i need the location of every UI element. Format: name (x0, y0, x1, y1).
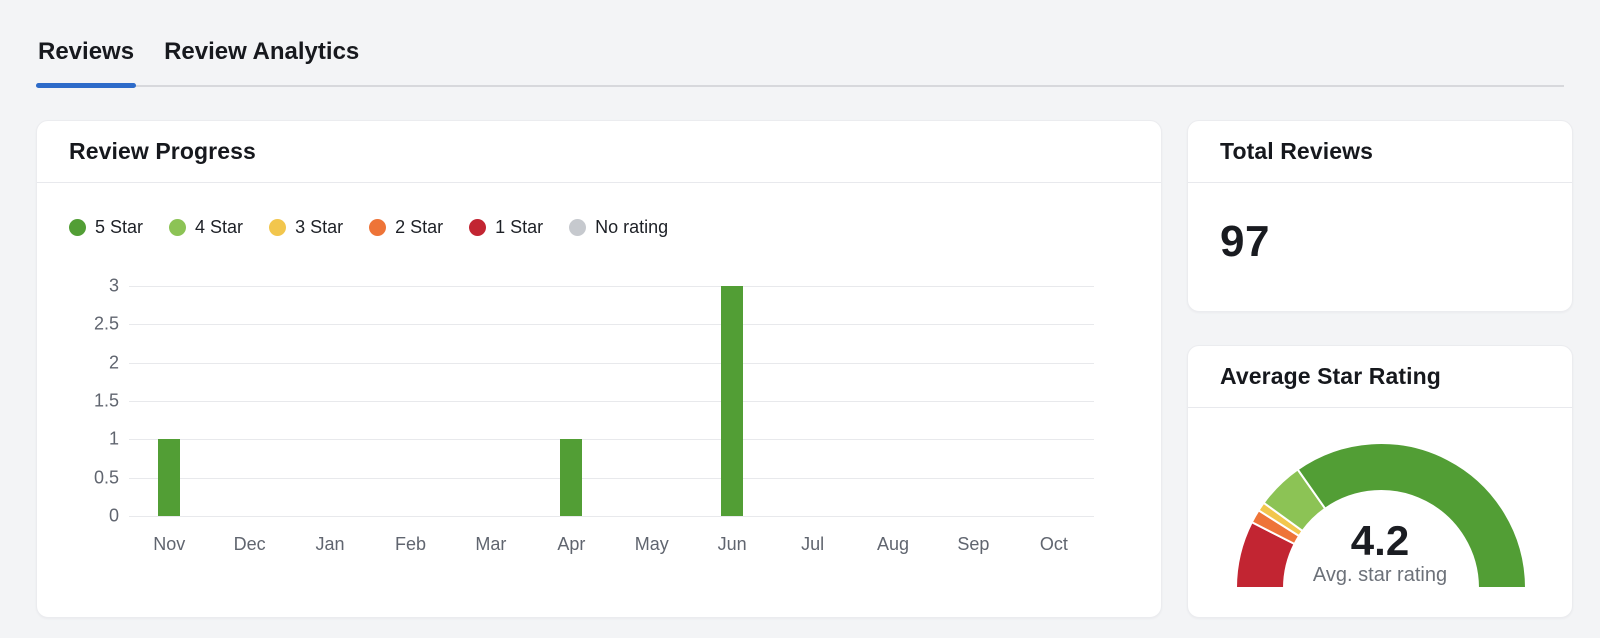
y-axis-labels: 0 0.5 1 1.5 2 2.5 3 (65, 276, 119, 526)
chart-slot (853, 286, 933, 516)
legend-dot-icon (69, 219, 86, 236)
gridline (129, 516, 1094, 517)
chart-slots (129, 286, 1094, 516)
bar-chart-plot (129, 286, 1094, 517)
legend-label: 5 Star (95, 217, 144, 237)
x-tick-label: May (634, 534, 669, 554)
bar-apr-5-star[interactable] (560, 439, 583, 516)
chart-slot (1014, 286, 1094, 516)
chart-slot (370, 286, 450, 516)
legend-label: 4 Star (195, 217, 244, 237)
chart-slot (612, 286, 692, 516)
x-tick-label: Aug (876, 534, 910, 554)
bar-jun-5-star[interactable] (721, 286, 744, 516)
x-tick-label: Jun (717, 534, 747, 554)
average-star-rating-card: Average Star Rating 4.2 Avg. star rating (1187, 345, 1573, 618)
y-tick-label: 2.5 (93, 313, 119, 334)
x-tick-label: Oct (1039, 534, 1068, 554)
gridline (129, 439, 1094, 441)
gridline (129, 324, 1094, 326)
x-tick-label: Jul (801, 534, 825, 554)
chart-slot (290, 286, 370, 516)
legend-dot-icon (269, 219, 287, 236)
bar-nov-5-star[interactable] (158, 439, 181, 516)
gridline (129, 477, 1094, 479)
x-tick-label: Nov (153, 534, 186, 554)
legend-dot-icon (369, 219, 387, 236)
y-tick-label: 2 (108, 352, 119, 373)
y-tick-label: 1 (108, 428, 119, 449)
total-reviews-card: Total Reviews 97 (1187, 120, 1573, 312)
legend-dot-icon (169, 219, 187, 236)
x-tick-label: Sep (957, 534, 990, 554)
x-tick-label: Dec (233, 534, 266, 554)
tab-review-analytics[interactable]: Review Analytics (164, 38, 360, 65)
average-star-rating-title: Average Star Rating (1220, 363, 1441, 389)
review-progress-title: Review Progress (69, 138, 256, 164)
legend-item: 3 Star (269, 217, 343, 238)
total-reviews-value: 97 (1220, 217, 1270, 266)
legend-label: 3 Star (295, 217, 344, 237)
total-reviews-title: Total Reviews (1220, 138, 1373, 164)
chart-slot (933, 286, 1013, 516)
legend-label: No rating (595, 217, 669, 237)
x-tick-label: Apr (557, 534, 586, 554)
y-tick-label: 1.5 (93, 390, 119, 411)
x-tick-label: Jan (315, 534, 345, 554)
tab-bar: Reviews Review Analytics (36, 38, 1564, 88)
gridline (129, 362, 1094, 364)
average-rating-caption: Avg. star rating (1312, 564, 1448, 586)
x-axis-labels: Nov Dec Jan Feb Mar Apr May Jun Jul Aug Sep Oct (129, 534, 1094, 555)
x-tick-label: Feb (394, 534, 426, 554)
gauge-segment-5-star[interactable] (1296, 441, 1528, 589)
chart-slot (451, 286, 531, 516)
review-progress-card: Review Progress 5 Star 4 Star 3 Star 2 Star… (36, 120, 1162, 618)
legend-item: 5 Star (69, 217, 143, 238)
legend-dot-icon (569, 219, 587, 236)
y-tick-label: 0 (108, 505, 119, 526)
chart-slot (772, 286, 852, 516)
chart-slot (209, 286, 289, 516)
average-star-rating-header: Average Star Rating (1188, 346, 1572, 408)
y-tick-label: 0.5 (93, 467, 119, 488)
average-rating-value: 4.2 (1350, 517, 1410, 564)
gridline (129, 286, 1094, 287)
chart-slot (531, 286, 611, 516)
legend-dot-icon (469, 219, 487, 236)
rating-gauge (1231, 438, 1531, 598)
rating-gauge-arc (1234, 441, 1528, 589)
legend-item: 4 Star (169, 217, 243, 238)
legend-item: No rating (569, 217, 668, 238)
chart-legend: 5 Star 4 Star 3 Star 2 Star 1 Star No rating (69, 217, 668, 238)
total-reviews-header: Total Reviews (1188, 121, 1572, 183)
legend-item: 1 Star (469, 217, 543, 238)
chart-slot (692, 286, 772, 516)
y-tick-label: 3 (108, 275, 119, 296)
legend-label: 2 Star (395, 217, 444, 237)
tab-reviews[interactable]: Reviews (36, 38, 137, 88)
review-progress-header: Review Progress (37, 121, 1161, 183)
x-tick-label: Mar (475, 534, 507, 554)
chart-slot (129, 286, 209, 516)
legend-label: 1 Star (495, 217, 544, 237)
legend-item: 2 Star (369, 217, 443, 238)
gridline (129, 401, 1094, 402)
